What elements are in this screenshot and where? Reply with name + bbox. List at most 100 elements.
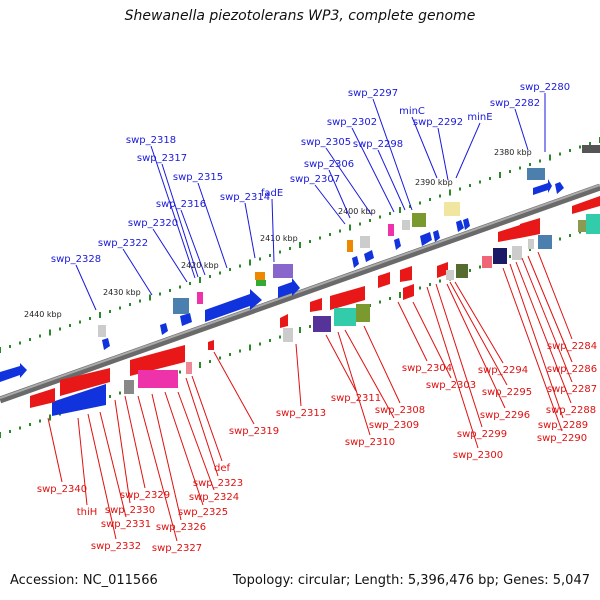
- scale-tick: [119, 391, 121, 395]
- gene-block: [482, 256, 492, 268]
- gene-label-swp_2282: swp_2282: [490, 98, 540, 109]
- gene-label-swp_2325: swp_2325: [178, 507, 228, 518]
- scale-tick: [209, 360, 211, 363]
- gene-label-swp_2300: swp_2300: [453, 450, 503, 461]
- gene-label-swp_2302: swp_2302: [327, 117, 377, 128]
- scale-tick: [359, 222, 361, 226]
- scale-tick: [59, 327, 61, 331]
- gene-label-swp_2328: swp_2328: [51, 254, 101, 265]
- scale-tick: [249, 344, 251, 351]
- gene-label-swp_2329: swp_2329: [120, 490, 170, 501]
- gene-label-swp_2318: swp_2318: [126, 135, 176, 146]
- label-leader-line: [150, 145, 196, 279]
- gene-label-swp_2308: swp_2308: [375, 405, 425, 416]
- gene-arrow: [180, 313, 192, 326]
- gene-block: [402, 220, 410, 230]
- scale-tick: [209, 275, 211, 278]
- gene-arrow: [403, 284, 414, 300]
- scale-tick: [49, 329, 51, 336]
- label-leader-line: [372, 98, 413, 211]
- accession-text: Accession: NC_011566: [10, 573, 158, 588]
- scale-label-2430: 2430 kbp: [103, 288, 141, 297]
- scale-tick: [279, 335, 281, 339]
- label-leader-line: [455, 122, 481, 179]
- gene-block: [412, 213, 426, 227]
- scale-tick: [489, 177, 491, 180]
- scale-tick: [419, 201, 421, 205]
- scale-tick: [109, 310, 111, 313]
- gene-arrow: [520, 218, 540, 238]
- scale-tick: [199, 277, 201, 283]
- scale-tick: [379, 300, 381, 304]
- label-leader-line: [515, 261, 572, 404]
- scale-tick: [269, 339, 271, 342]
- scale-label-2420: 2420 kbp: [181, 261, 219, 270]
- gene-label-swp_2286: swp_2286: [547, 364, 597, 375]
- label-leader-line: [514, 108, 529, 151]
- gene-block: [538, 235, 552, 249]
- gene-arrow: [130, 345, 185, 376]
- scale-tick: [149, 294, 151, 301]
- scale-tick: [39, 419, 41, 423]
- gene-label-swp_2297: swp_2297: [348, 88, 398, 99]
- scale-tick: [29, 338, 31, 341]
- gene-arrow: [572, 196, 600, 214]
- scale-label-2390: 2390 kbp: [415, 178, 453, 187]
- scale-tick: [229, 353, 231, 356]
- scale-tick: [389, 297, 391, 300]
- gene-label-swp_2305: swp_2305: [301, 137, 351, 148]
- label-leader-line: [77, 417, 88, 506]
- gene-label-swp_2327: swp_2327: [152, 543, 202, 554]
- scale-tick: [119, 306, 121, 310]
- label-leader-line: [325, 147, 372, 215]
- genome-summary-text: Topology: circular; Length: 5,396,476 bp…: [232, 573, 590, 588]
- scale-tick: [299, 327, 301, 333]
- gene-block: [512, 246, 522, 260]
- scale-tick: [259, 257, 261, 261]
- scale-tick: [229, 268, 231, 271]
- gene-arrow: [208, 340, 214, 350]
- gene-arrow: [352, 256, 359, 268]
- gene-block: [173, 298, 189, 314]
- label-leader-line: [328, 169, 351, 219]
- label-leader-line: [177, 391, 215, 491]
- scale-tick: [379, 215, 381, 219]
- label-leader-line: [397, 301, 428, 362]
- scale-tick: [549, 154, 551, 161]
- scale-tick: [399, 207, 401, 213]
- gene-arrow: [60, 368, 110, 396]
- gene-label-swp_2316: swp_2316: [156, 199, 206, 210]
- scale-tick: [129, 303, 131, 306]
- scale-tick: [19, 341, 21, 345]
- scale-tick: [329, 233, 331, 236]
- gene-label-swp_2310: swp_2310: [345, 437, 395, 448]
- gene-label-swp_2323: swp_2323: [193, 478, 243, 489]
- label-leader-line: [454, 281, 504, 364]
- gene-label-swp_2324: swp_2324: [189, 492, 239, 503]
- label-leader-line: [412, 301, 452, 379]
- scale-tick: [469, 184, 471, 187]
- scale-tick: [539, 159, 541, 163]
- label-leader-line: [114, 399, 131, 504]
- gene-arrow: [102, 338, 110, 350]
- scale-tick: [0, 347, 1, 353]
- gene-arrow: [278, 278, 300, 298]
- gene-arrow: [456, 220, 464, 232]
- scale-tick: [9, 430, 11, 433]
- scale-tick: [309, 325, 311, 328]
- scale-tick: [239, 264, 241, 268]
- scale-tick: [339, 229, 341, 233]
- gene-features: [0, 145, 600, 416]
- scale-tick: [519, 166, 521, 170]
- label-leader-line: [47, 417, 63, 483]
- label-leader-line: [325, 334, 357, 392]
- label-leader-line: [197, 182, 228, 269]
- gene-label-swp_2303: swp_2303: [426, 380, 476, 391]
- gene-arrow: [160, 323, 168, 335]
- scale-tick: [39, 334, 41, 338]
- gene-label-swp_2292: swp_2292: [413, 117, 463, 128]
- scale-tick: [509, 255, 511, 258]
- gene-label-swp_2304: swp_2304: [402, 363, 452, 374]
- scale-tick: [319, 236, 321, 240]
